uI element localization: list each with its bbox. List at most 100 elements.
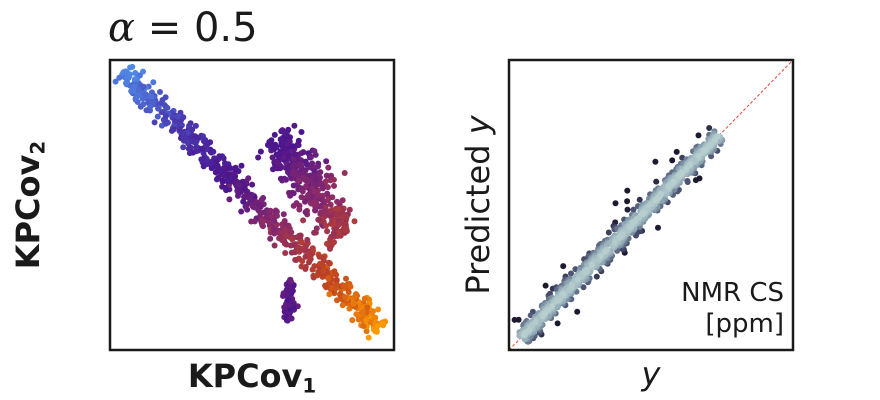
- prediction-point: [711, 137, 718, 143]
- kpcov-point: [271, 242, 278, 249]
- kpcov-point: [370, 308, 376, 315]
- kpcov-point: [281, 154, 288, 161]
- kpcov-point: [279, 127, 286, 134]
- prediction-point: [701, 146, 708, 153]
- kpcov-point: [363, 328, 370, 335]
- kpcov-point: [323, 222, 329, 229]
- prediction-point: [632, 217, 639, 224]
- kpcov-point: [329, 194, 336, 201]
- kpcov-point: [235, 192, 241, 199]
- prediction-point: [624, 206, 631, 213]
- kpcov-point: [339, 302, 346, 309]
- prediction-point: [652, 158, 659, 165]
- kpcov-point: [240, 198, 247, 205]
- kpcov-point: [238, 162, 245, 169]
- kpcov-point: [340, 213, 347, 220]
- kpcov-point: [219, 168, 226, 175]
- kpcov-point: [131, 83, 138, 90]
- kpcov-point: [245, 175, 252, 182]
- kpcov-point: [213, 163, 219, 170]
- left-y-label-main: KPCov: [9, 154, 47, 270]
- kpcov-point: [140, 101, 147, 108]
- prediction-point: [686, 162, 693, 169]
- kpcov-point: [300, 217, 307, 224]
- kpcov-point: [244, 188, 251, 195]
- kpcov-point: [271, 159, 278, 166]
- kpcov-point: [286, 301, 293, 308]
- kpcov-point: [323, 284, 330, 291]
- kpcov-point: [278, 163, 284, 170]
- kpcov-point: [303, 161, 310, 168]
- prediction-point: [708, 153, 715, 160]
- kpcov-point: [241, 193, 247, 200]
- kpcov-point: [286, 189, 292, 196]
- kpcov-point: [319, 185, 326, 192]
- prediction-point: [593, 273, 600, 280]
- kpcov-point: [231, 170, 238, 177]
- kpcov-point: [290, 143, 296, 150]
- kpcov-point: [320, 208, 327, 214]
- kpcov-point: [365, 334, 372, 341]
- prediction-point: [624, 198, 631, 205]
- kpcov-point: [311, 263, 318, 270]
- annotation-line-2: [ppm]: [705, 309, 784, 339]
- kpcov-point: [327, 177, 334, 184]
- alpha-value: 0.5: [193, 5, 258, 51]
- kpcov-point: [142, 91, 149, 98]
- kpcov-point: [200, 163, 207, 170]
- kpcov-point: [192, 122, 199, 129]
- prediction-point: [630, 206, 637, 213]
- prediction-point: [574, 276, 581, 283]
- kpcov-point: [288, 249, 295, 256]
- kpcov-point: [257, 148, 264, 155]
- kpcov-point: [353, 311, 360, 318]
- kpcov-point: [306, 259, 312, 266]
- kpcov-point: [271, 131, 278, 138]
- kpcov-point: [324, 240, 330, 247]
- kpcov-point: [188, 126, 195, 133]
- kpcov-point: [267, 139, 274, 146]
- kpcov-point: [290, 182, 297, 189]
- kpcov-point: [168, 127, 175, 134]
- kpcov-point: [224, 178, 231, 185]
- prediction-point: [542, 282, 549, 289]
- kpcov-point: [334, 211, 340, 218]
- prediction-point: [580, 284, 587, 291]
- right-x-axis-label: y: [641, 355, 661, 393]
- kpcov-point: [302, 247, 308, 254]
- prediction-point: [542, 310, 549, 316]
- kpcov-point: [294, 303, 301, 310]
- title-equals: =: [135, 5, 194, 51]
- left-x-label-main: KPCov: [187, 357, 303, 395]
- kpcov-point: [276, 235, 283, 242]
- kpcov-point: [291, 122, 298, 129]
- kpcov-point: [340, 283, 347, 289]
- kpcov-point: [372, 314, 379, 321]
- left-x-axis-label: KPCov1: [110, 356, 394, 396]
- kpcov-point: [285, 169, 291, 176]
- kpcov-point: [312, 199, 319, 206]
- prediction-point: [515, 316, 522, 323]
- kpcov-point: [351, 218, 358, 225]
- kpcov-point: [324, 184, 331, 191]
- kpcov-point: [279, 221, 286, 228]
- kpcov-point: [287, 315, 294, 322]
- kpcov-point: [132, 70, 139, 76]
- prediction-point: [706, 125, 713, 131]
- left-x-label-sub: 1: [302, 374, 317, 398]
- prediction-point: [574, 308, 581, 315]
- kpcov-point: [132, 95, 139, 102]
- prediction-point: [588, 262, 595, 269]
- kpcov-point: [235, 181, 242, 188]
- kpcov-point: [128, 88, 135, 95]
- prediction-point: [520, 332, 527, 338]
- prediction-point: [670, 179, 677, 186]
- kpcov-point: [334, 297, 340, 304]
- prediction-point: [555, 297, 561, 304]
- kpcov-point: [298, 238, 305, 245]
- kpcov-point: [180, 137, 187, 144]
- kpcov-point: [325, 275, 332, 282]
- kpcov-point: [307, 154, 314, 161]
- kpcov-point: [298, 129, 305, 135]
- kpcov-point: [304, 236, 311, 243]
